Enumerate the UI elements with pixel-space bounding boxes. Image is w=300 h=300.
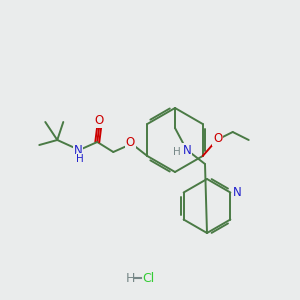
Text: H: H	[173, 147, 181, 157]
Text: O: O	[213, 133, 222, 146]
Text: N: N	[183, 143, 191, 157]
Text: O: O	[95, 115, 104, 128]
Text: H: H	[76, 154, 84, 164]
Text: Cl: Cl	[142, 272, 154, 284]
Text: N: N	[233, 186, 242, 199]
Text: N: N	[74, 145, 83, 158]
Text: H: H	[125, 272, 135, 284]
Text: O: O	[126, 136, 135, 149]
